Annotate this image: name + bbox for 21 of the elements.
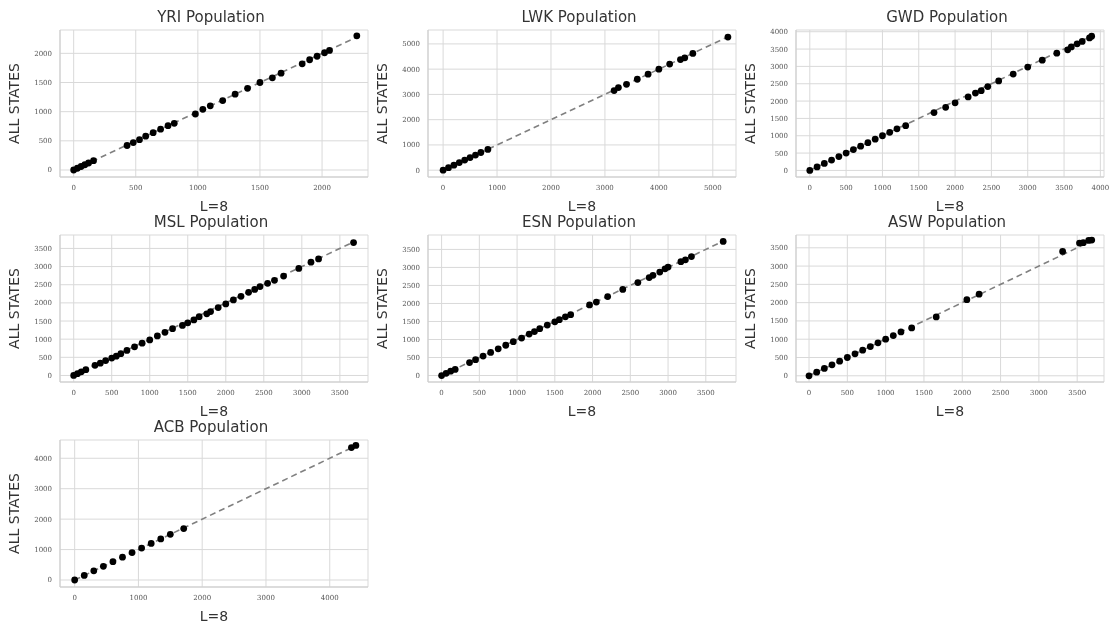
chart-title: ASW Population: [886, 213, 1008, 231]
x-axis-title: L=8: [567, 403, 597, 419]
x-axis-title: L=8: [935, 198, 965, 214]
y-axis-title: ALL STATES: [373, 63, 390, 144]
chart-title: GWD Population: [885, 8, 1009, 26]
x-axis-title: L=8: [567, 198, 597, 214]
chart-title: MSL Population: [152, 213, 270, 231]
x-axis-title: L=8: [199, 403, 229, 419]
chart-title: ESN Population: [521, 213, 637, 231]
x-axis-title: L=8: [199, 198, 229, 214]
x-axis-title: L=8: [935, 403, 965, 419]
y-axis-title: ALL STATES: [5, 473, 22, 554]
chart-title: LWK Population: [520, 8, 638, 26]
y-axis-title: ALL STATES: [373, 268, 390, 349]
x-axis-title: L=8: [199, 608, 229, 622]
y-axis-title: ALL STATES: [741, 63, 758, 144]
y-axis-title: ALL STATES: [5, 268, 22, 349]
y-axis-title: ALL STATES: [741, 268, 758, 349]
chart-title: YRI Population: [156, 8, 266, 26]
y-axis-title: ALL STATES: [5, 63, 22, 144]
chart-title: ACB Population: [152, 418, 270, 436]
